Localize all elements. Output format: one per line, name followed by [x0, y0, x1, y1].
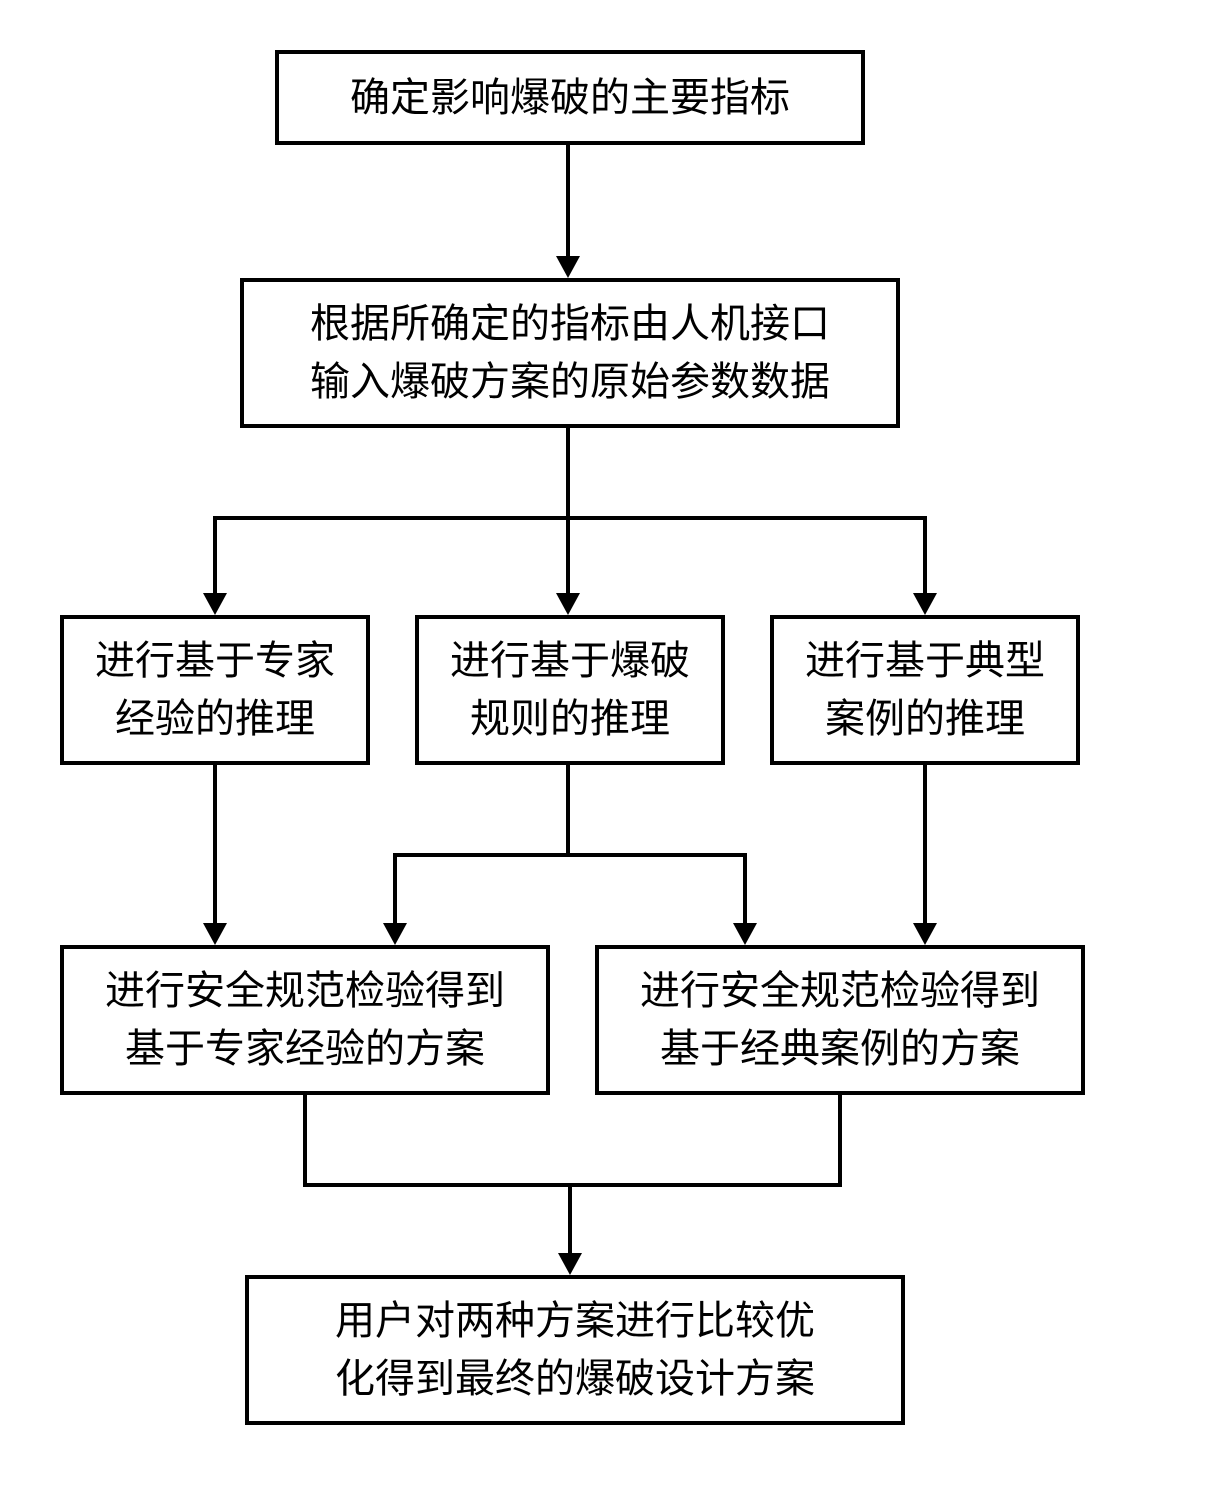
edge-2-branch-mid — [566, 518, 570, 593]
edge-2-branch-left — [213, 518, 217, 593]
flowchart-container: 确定影响爆破的主要指标 根据所确定的指标由人机接口输入爆破方案的原始参数数据 进… — [0, 0, 1207, 1495]
edge-4-branch-stem — [566, 765, 570, 855]
node-determine-indicators: 确定影响爆破的主要指标 — [275, 50, 865, 145]
arrowhead — [558, 1253, 582, 1275]
edge-merge-horiz — [303, 1183, 842, 1187]
node-input-params: 根据所确定的指标由人机接口输入爆破方案的原始参数数据 — [240, 278, 900, 428]
edge-4-branch-right — [743, 855, 747, 923]
node-label: 进行基于典型案例的推理 — [805, 632, 1045, 748]
node-label: 进行安全规范检验得到基于经典案例的方案 — [640, 962, 1040, 1078]
node-expert-reasoning: 进行基于专家经验的推理 — [60, 615, 370, 765]
edge-4-branch-horiz — [393, 853, 747, 857]
node-label: 进行安全规范检验得到基于专家经验的方案 — [105, 962, 505, 1078]
edge-2-branch-stem — [566, 428, 570, 518]
edge-3-6 — [213, 765, 217, 923]
node-label: 确定影响爆破的主要指标 — [350, 69, 790, 127]
arrowhead — [733, 923, 757, 945]
arrowhead — [913, 593, 937, 615]
edge-1-2 — [566, 145, 570, 256]
arrowhead — [556, 256, 580, 278]
node-safety-expert: 进行安全规范检验得到基于专家经验的方案 — [60, 945, 550, 1095]
node-label: 根据所确定的指标由人机接口输入爆破方案的原始参数数据 — [310, 295, 830, 411]
edge-4-branch-left — [393, 855, 397, 923]
edge-2-branch-right — [923, 518, 927, 593]
arrowhead — [203, 593, 227, 615]
node-label: 进行基于爆破规则的推理 — [450, 632, 690, 748]
node-label: 进行基于专家经验的推理 — [95, 632, 335, 748]
node-rule-reasoning: 进行基于爆破规则的推理 — [415, 615, 725, 765]
edge-2-branch-horiz — [213, 516, 927, 520]
edge-5-7 — [923, 765, 927, 923]
arrowhead — [556, 593, 580, 615]
edge-merge-down — [568, 1185, 572, 1253]
arrowhead — [383, 923, 407, 945]
node-case-reasoning: 进行基于典型案例的推理 — [770, 615, 1080, 765]
arrowhead — [203, 923, 227, 945]
node-label: 用户对两种方案进行比较优化得到最终的爆破设计方案 — [335, 1292, 815, 1408]
edge-6-merge-stem — [303, 1095, 307, 1185]
arrowhead — [913, 923, 937, 945]
edge-7-merge-stem — [838, 1095, 842, 1185]
node-safety-case: 进行安全规范检验得到基于经典案例的方案 — [595, 945, 1085, 1095]
node-final-plan: 用户对两种方案进行比较优化得到最终的爆破设计方案 — [245, 1275, 905, 1425]
